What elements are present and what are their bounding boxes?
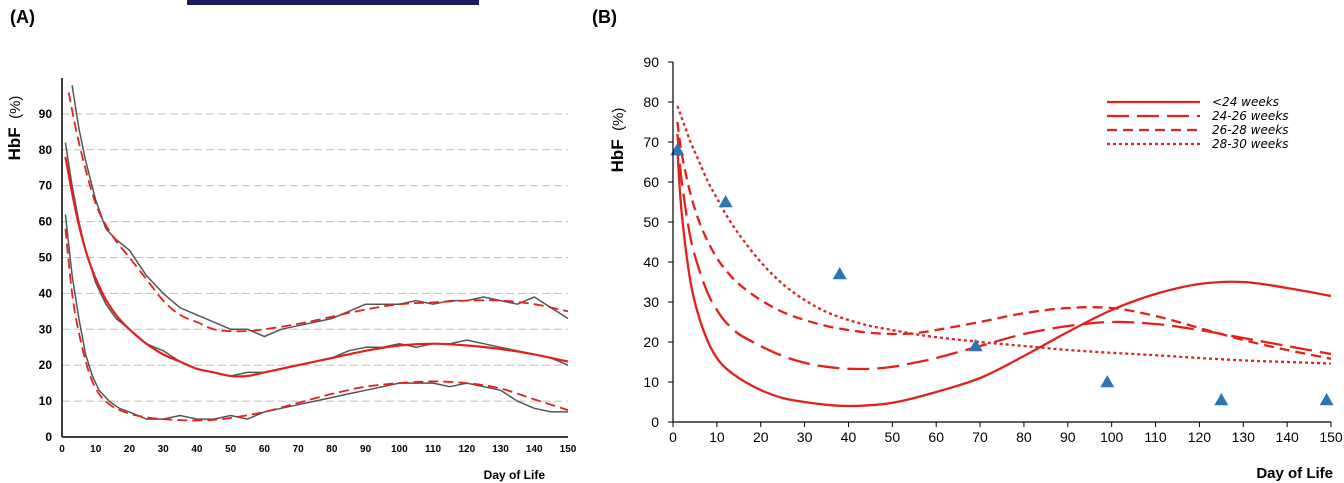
panel-a-x-tick-30: 30 bbox=[158, 444, 170, 455]
panel-b-series-line-4 bbox=[676, 105, 1332, 365]
panel-b-y-axis-title: HbF (%) bbox=[608, 108, 627, 173]
panel-b-x-tick-30: 30 bbox=[797, 429, 813, 445]
panel-b-ticks: 0 10 20 30 40 50 60 70 80 90 0 10 20 30 40 50 60 70 80 90 10… bbox=[643, 54, 1342, 445]
panel-a-series-line-6 bbox=[64, 228, 569, 422]
panel-b-x-tick-40: 40 bbox=[841, 429, 857, 445]
panel-b-x-tick-50: 50 bbox=[885, 429, 901, 445]
svg-text:HbF (%): HbF (%) bbox=[608, 108, 627, 173]
panel-a-y-tick-80: 80 bbox=[39, 143, 53, 157]
panel-b-x-tick-70: 70 bbox=[972, 429, 988, 445]
panel-b-x-tick-20: 20 bbox=[753, 429, 769, 445]
panel-b-x-tick-120: 120 bbox=[1188, 429, 1212, 445]
panel-b-series-line-1 bbox=[676, 149, 1332, 408]
panel-b-x-tick-10: 10 bbox=[709, 429, 725, 445]
panel-a-y-tick-40: 40 bbox=[39, 286, 53, 300]
panel-b-marker-7 bbox=[1319, 393, 1334, 406]
panel-b-y-tick-30: 30 bbox=[643, 294, 659, 310]
panel-b-series bbox=[676, 105, 1332, 408]
panel-a-x-tick-150: 150 bbox=[560, 444, 577, 455]
panel-a-y-axis-main: HbF bbox=[5, 127, 24, 160]
panel-a-x-tick-60: 60 bbox=[259, 444, 271, 455]
panel-b-x-tick-150: 150 bbox=[1319, 429, 1343, 445]
panel-b-x-tick-130: 130 bbox=[1232, 429, 1256, 445]
panel-b-markers bbox=[670, 143, 1334, 406]
panel-b-axes bbox=[668, 61, 1332, 427]
panel-b-y-tick-10: 10 bbox=[643, 374, 659, 390]
panel-a-x-tick-50: 50 bbox=[225, 444, 237, 455]
panel-a-label: (A) bbox=[10, 7, 35, 27]
panel-b-x-tick-80: 80 bbox=[1016, 429, 1032, 445]
panel-b-x-tick-100: 100 bbox=[1100, 429, 1124, 445]
panel-a-x-tick-0: 0 bbox=[59, 444, 65, 455]
panel-a-y-tick-10: 10 bbox=[39, 394, 53, 408]
panel-a-x-tick-120: 120 bbox=[458, 444, 475, 455]
panel-a-x-tick-80: 80 bbox=[326, 444, 338, 455]
panel-a-series bbox=[64, 85, 569, 422]
panel-b-x-tick-60: 60 bbox=[928, 429, 944, 445]
panel-a-y-axis-unit: (%) bbox=[7, 96, 24, 119]
panel-a-y-tick-30: 30 bbox=[39, 322, 53, 336]
panel-a-ticks: 0 10 20 30 40 50 60 70 80 90 0 10 20 30 40 50 60 70 80 90 10… bbox=[39, 107, 577, 455]
panel-b-marker-3 bbox=[832, 267, 847, 280]
panel-b-marker-6 bbox=[1214, 393, 1229, 406]
panel-b-label: (B) bbox=[592, 7, 617, 27]
panel-b-y-tick-90: 90 bbox=[643, 54, 659, 70]
panel-b-y-axis-main: HbF bbox=[608, 139, 627, 172]
panel-a-y-tick-20: 20 bbox=[39, 358, 53, 372]
panel-b-x-tick-140: 140 bbox=[1275, 429, 1299, 445]
panel-b-series-line-2 bbox=[676, 133, 1332, 371]
panel-b-y-axis-unit: (%) bbox=[610, 108, 627, 131]
panel-a-series-line-2 bbox=[67, 92, 569, 333]
panel-a-series-line-4 bbox=[64, 156, 569, 378]
panel-a-y-tick-90: 90 bbox=[39, 107, 53, 121]
panel-a-x-tick-90: 90 bbox=[360, 444, 372, 455]
panel-a-x-tick-20: 20 bbox=[124, 444, 136, 455]
panel-a-x-tick-70: 70 bbox=[293, 444, 305, 455]
panel-b-x-tick-110: 110 bbox=[1144, 429, 1167, 445]
panel-a-x-tick-130: 130 bbox=[492, 444, 509, 455]
panel-a-y-tick-60: 60 bbox=[39, 215, 53, 229]
panel-a-y-axis-title: HbF (%) bbox=[5, 96, 24, 161]
panel-b-y-tick-50: 50 bbox=[643, 214, 659, 230]
panel-a-y-tick-70: 70 bbox=[39, 179, 53, 193]
panel-b-y-tick-70: 70 bbox=[643, 134, 659, 150]
panel-b-series-line-3 bbox=[676, 121, 1332, 360]
panel-b-y-tick-80: 80 bbox=[643, 94, 659, 110]
panel-b-y-tick-0: 0 bbox=[651, 414, 659, 430]
panel-b-x-tick-0: 0 bbox=[669, 429, 677, 445]
legend-label-3: 26-28 weeks bbox=[1212, 123, 1288, 137]
panel-a-axes bbox=[61, 78, 568, 438]
legend-label-4: 28-30 weeks bbox=[1212, 137, 1288, 151]
panel-b-marker-1 bbox=[670, 143, 685, 156]
panel-b-y-tick-60: 60 bbox=[643, 174, 659, 190]
legend-label-1: <24 weeks bbox=[1212, 95, 1279, 109]
panel-a-series-line-1 bbox=[71, 85, 569, 338]
panel-a-series-line-3 bbox=[64, 142, 569, 377]
header-bar bbox=[187, 0, 479, 5]
panel-a-gridlines bbox=[62, 113, 568, 402]
panel-a-x-tick-40: 40 bbox=[191, 444, 203, 455]
panel-a-x-tick-100: 100 bbox=[391, 444, 408, 455]
panel-b-marker-4 bbox=[968, 339, 983, 352]
panel-a-series-line-5 bbox=[64, 214, 568, 420]
panel-b-y-tick-40: 40 bbox=[643, 254, 659, 270]
legend-label-2: 24-26 weeks bbox=[1212, 109, 1288, 123]
panel-b: (B) 0 10 20 30 40 50 60 70 80 90 0 10 20 30 40 50 60 70 80… bbox=[592, 7, 1343, 482]
panel-a-y-tick-0: 0 bbox=[45, 430, 52, 444]
panel-a: (A) 0 10 20 30 40 50 60 70 80 90 0 10 20 30 40 50 60 70 80… bbox=[5, 7, 577, 482]
panel-a-y-tick-50: 50 bbox=[39, 251, 53, 265]
panel-b-x-axis-title: Day of Life bbox=[1256, 465, 1333, 482]
panel-b-marker-2 bbox=[718, 195, 733, 208]
panel-b-marker-5 bbox=[1100, 375, 1115, 388]
panel-a-x-tick-140: 140 bbox=[526, 444, 543, 455]
panel-a-x-tick-10: 10 bbox=[90, 444, 102, 455]
panel-a-x-axis-title: Day of Life bbox=[484, 468, 546, 482]
panel-b-x-tick-90: 90 bbox=[1060, 429, 1076, 445]
panel-a-x-tick-110: 110 bbox=[425, 444, 442, 455]
svg-text:HbF (%): HbF (%) bbox=[5, 96, 24, 161]
panel-b-y-tick-20: 20 bbox=[643, 334, 659, 350]
